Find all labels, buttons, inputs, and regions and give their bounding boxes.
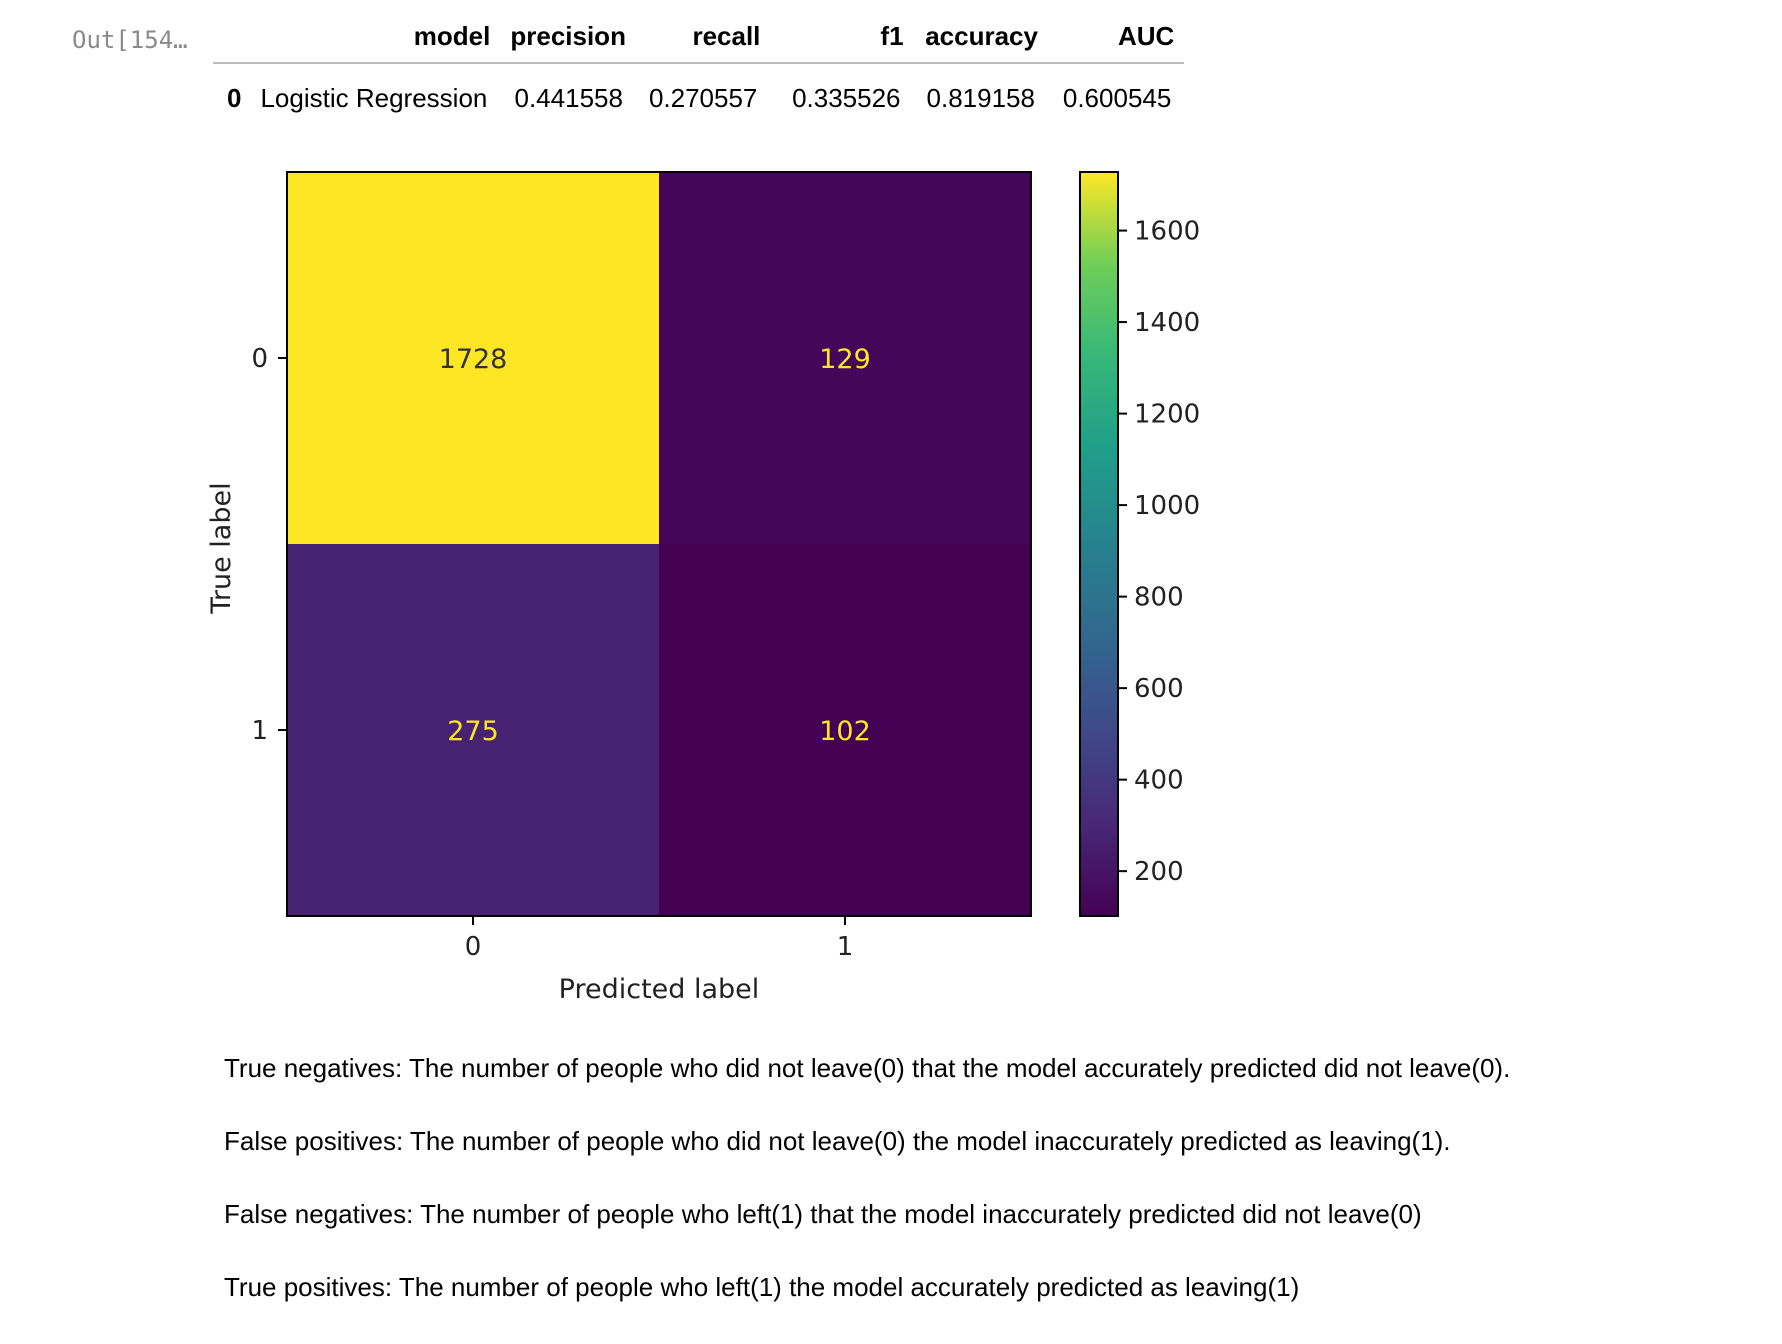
note-true-negatives: True negatives: The number of people who…	[224, 1053, 1511, 1083]
colorbar-tick-label: 1000	[1134, 491, 1200, 521]
x-tick-label: 0	[465, 932, 482, 962]
column-header-auc: AUC	[1047, 20, 1185, 64]
row-index: 0	[227, 82, 242, 113]
column-header-model: model	[247, 20, 501, 64]
matrix-cell-true-negatives	[287, 172, 659, 544]
cell-recall: 0.270557	[648, 82, 758, 113]
y-axis-label: True label	[206, 482, 237, 614]
colorbar-tick-label: 200	[1134, 857, 1184, 887]
y-tick-label: 1	[251, 716, 268, 746]
column-header-index	[213, 20, 248, 64]
notes-section: True negatives: The number of people who…	[224, 1052, 1510, 1344]
table-header-row: model precision recall f1 accuracy AUC	[213, 20, 1185, 64]
matrix-frame	[286, 171, 1032, 917]
x-tick-label: 1	[837, 932, 854, 962]
cell-value-false-negatives: 275	[447, 716, 499, 747]
confusion-matrix-chart: 1728 129 275 102 0 1 0 1 Predicted label True…	[206, 171, 1200, 1005]
colorbar-tick-label: 1200	[1134, 400, 1200, 430]
colorbar	[1079, 171, 1119, 917]
colorbar-tick-label: 1600	[1134, 217, 1200, 247]
colorbar-tick-label: 600	[1134, 674, 1184, 704]
colorbar-tick-label: 400	[1134, 766, 1184, 796]
column-header-precision: precision	[500, 20, 636, 64]
cell-value-false-positives: 129	[819, 344, 871, 375]
matrix-cell-false-positives	[659, 172, 1031, 544]
x-axis-label: Predicted label	[559, 974, 760, 1005]
note-false-positives: False positives: The number of people wh…	[224, 1126, 1451, 1156]
column-header-accuracy: accuracy	[913, 20, 1048, 64]
cell-value-true-negatives: 1728	[439, 344, 508, 375]
cell-precision: 0.441558	[514, 82, 623, 113]
matrix-cell-true-positives	[659, 544, 1031, 916]
note-false-negatives: False negatives: The number of people wh…	[224, 1199, 1422, 1229]
note-true-positives: True positives: The number of people who…	[224, 1272, 1300, 1302]
cell-value-true-positives: 102	[819, 716, 871, 747]
column-header-recall: recall	[635, 20, 771, 64]
cell-model: Logistic Regression	[260, 82, 488, 113]
colorbar-tick-label: 800	[1134, 583, 1184, 613]
results-table: model precision recall f1 accuracy AUC 0…	[213, 20, 1185, 116]
output-prompt: Out[154…	[72, 26, 188, 54]
y-tick-label: 0	[251, 344, 268, 374]
matrix-cell-false-negatives	[287, 544, 659, 916]
column-header-f1: f1	[770, 20, 914, 64]
colorbar-tick-label: 1400	[1134, 308, 1200, 338]
cell-f1: 0.335526	[792, 82, 901, 113]
table-row: 0 Logistic Regression 0.441558 0.270557 …	[213, 63, 1184, 116]
cell-accuracy: 0.819158	[926, 82, 1035, 113]
cell-auc: 0.600545	[1062, 82, 1172, 113]
